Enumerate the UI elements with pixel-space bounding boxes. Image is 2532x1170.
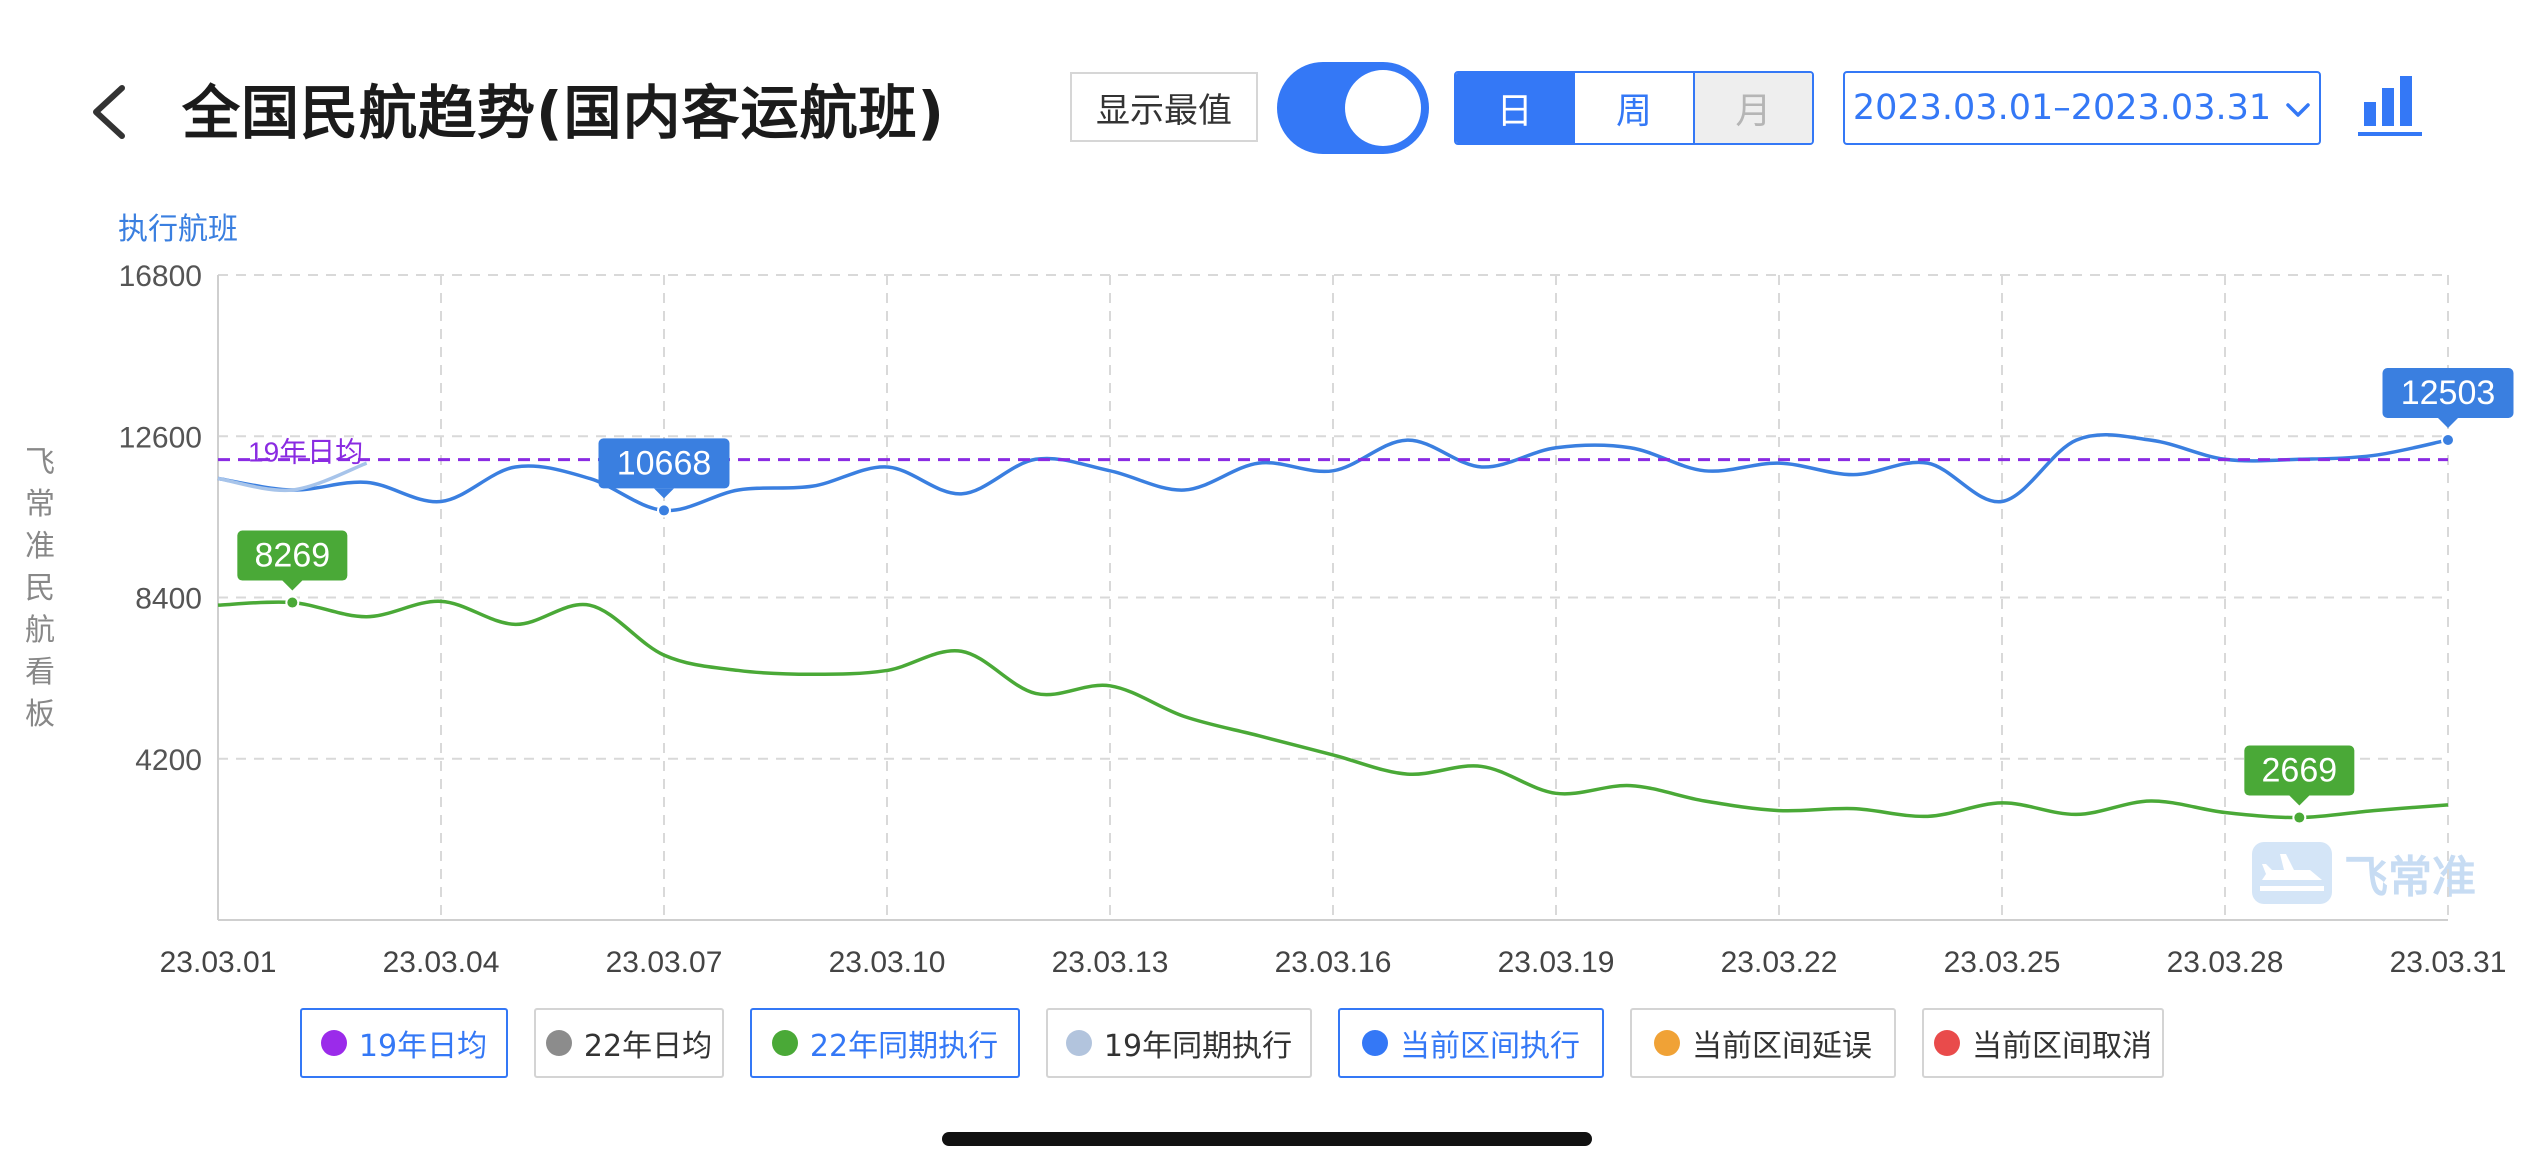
y-axis-label: 执行航班 — [118, 212, 238, 247]
y-tick-label: 16800 — [119, 260, 202, 293]
x-tick-label: 23.03.16 — [1275, 946, 1392, 979]
legend-label: 19年同期执行 — [1103, 1029, 1293, 1064]
side-char: 民 — [25, 571, 55, 606]
legend-label: 22年同期执行 — [809, 1029, 999, 1064]
value-label: 12503 — [2401, 374, 2496, 412]
value-label-pointer — [2289, 795, 2310, 806]
value-label-box — [598, 438, 730, 489]
value-label-pointer — [282, 580, 303, 591]
x-tick-label: 23.03.22 — [1721, 946, 1838, 979]
legend-dot-icon — [545, 1030, 572, 1056]
legend-item[interactable]: 19年同期执行 — [1046, 1008, 1312, 1078]
value-label: 8269 — [255, 537, 331, 575]
legend-item[interactable]: 19年日均 — [300, 1008, 508, 1078]
legend-label: 当前区间取消 — [1972, 1029, 2152, 1064]
same-period-2019-line — [217, 461, 368, 493]
show-extremes-label[interactable]: 显示最值 — [1070, 72, 1258, 142]
legend-label: 当前区间执行 — [1400, 1029, 1580, 1064]
value-label-box — [237, 530, 348, 581]
legend-label: 19年日均 — [358, 1029, 488, 1064]
chevron-left-icon — [93, 85, 125, 139]
current-period-line — [217, 433, 2449, 513]
side-char: 常 — [25, 487, 55, 522]
legend-dot-icon — [320, 1030, 347, 1056]
show-extremes-toggle[interactable] — [1277, 62, 1429, 154]
legend-item[interactable]: 当前区间执行 — [1338, 1008, 1604, 1078]
x-tick-label: 23.03.28 — [2167, 946, 2284, 979]
legend-dot-icon — [1654, 1030, 1680, 1056]
value-label: 10668 — [617, 444, 712, 482]
segment-month[interactable]: 月 — [1694, 73, 1812, 143]
value-label-box — [2382, 367, 2514, 418]
line-chart: 4200 8400 12600 16800 23.03.01 23.03.04 23.03.… — [119, 260, 2514, 979]
extreme-point — [285, 595, 300, 610]
back-button[interactable] — [82, 72, 142, 152]
page-title: 全国民航趋势(国内客运航班) — [182, 79, 946, 147]
period-segmented-control: 日 周 月 — [1454, 71, 1814, 145]
extreme-point — [2441, 432, 2455, 447]
segment-week[interactable]: 周 — [1575, 73, 1695, 143]
x-tick-label: 23.03.25 — [1944, 946, 2061, 979]
same-period-2022-line — [217, 599, 2449, 820]
legend-item[interactable]: 当前区间取消 — [1922, 1008, 2164, 1078]
extreme-point — [657, 503, 671, 518]
y-tick-label: 8400 — [135, 583, 202, 616]
y-tick-label: 4200 — [135, 744, 202, 777]
x-tick-label: 23.03.19 — [1498, 946, 1615, 979]
y-tick-label: 12600 — [119, 421, 202, 454]
x-tick-label: 23.03.07 — [606, 946, 723, 979]
watermark-text: 飞常准 — [2344, 852, 2476, 903]
segment-day[interactable]: 日 — [1456, 73, 1576, 143]
legend-label: 当前区间延误 — [1692, 1029, 1872, 1064]
home-indicator — [942, 1132, 1592, 1146]
date-range-text: 2023.03.01–2023.03.31 — [1852, 88, 2272, 128]
plane-logo-icon — [2252, 842, 2332, 904]
side-char: 板 — [25, 697, 55, 732]
side-char: 航 — [25, 613, 55, 648]
side-char: 准 — [25, 529, 55, 564]
legend-dot-icon — [1362, 1030, 1388, 1056]
legend-label: 22年日均 — [583, 1029, 713, 1064]
x-tick-label: 23.03.13 — [1052, 946, 1169, 979]
legend-dot-icon — [1934, 1030, 1960, 1056]
legend-dot-icon — [1065, 1030, 1092, 1056]
chevron-down-icon — [2285, 88, 2311, 128]
side-char: 看 — [25, 655, 55, 690]
bar-chart-icon[interactable] — [2356, 72, 2424, 138]
side-char: 飞 — [25, 445, 55, 480]
value-label-box — [2244, 745, 2355, 796]
value-label-pointer — [654, 488, 674, 499]
date-range-picker[interactable]: 2023.03.01–2023.03.31 — [1843, 71, 2321, 145]
legend-dot-icon — [771, 1030, 798, 1056]
reference-line-label: 19年日均 — [248, 437, 363, 468]
x-tick-label: 23.03.10 — [829, 946, 946, 979]
value-label: 2669 — [2262, 752, 2338, 790]
legend-item[interactable]: 当前区间延误 — [1630, 1008, 1896, 1078]
x-tick-label: 23.03.04 — [383, 946, 500, 979]
x-tick-label: 23.03.31 — [2390, 946, 2507, 979]
x-tick-label: 23.03.01 — [160, 946, 277, 979]
toggle-knob — [1345, 70, 1421, 146]
side-watermark-text: 飞 常 准 民 航 看 板 — [20, 442, 60, 736]
brand-watermark: 飞常准 — [2250, 840, 2476, 906]
extreme-point — [2292, 810, 2307, 825]
value-label-pointer — [2438, 417, 2458, 428]
legend-item[interactable]: 22年日均 — [534, 1008, 724, 1078]
legend-item[interactable]: 22年同期执行 — [750, 1008, 1020, 1078]
